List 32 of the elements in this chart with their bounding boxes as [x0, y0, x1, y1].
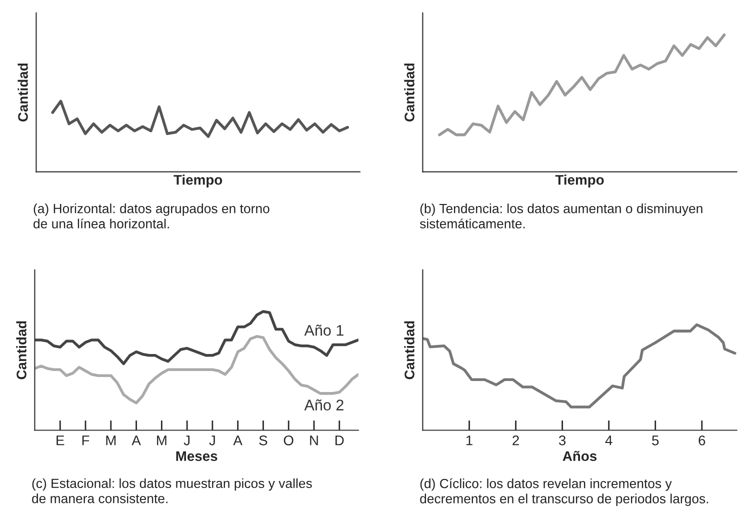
x-tick-label: 1	[466, 436, 472, 446]
x-tick-label: A	[233, 436, 242, 446]
x-tick-label: F	[82, 436, 90, 446]
x-tick-label: 2	[512, 435, 519, 446]
x-tick-label: J	[209, 436, 215, 446]
x-axis-title: Tiempo	[174, 174, 222, 188]
x-tick-label: N	[310, 436, 318, 446]
text: (d) Cíclico: los datos revelan incrementos y decrementos en el transcurso de periodos largos.	[420, 478, 708, 506]
x-tick-label: J	[184, 436, 190, 446]
y-axis-title: Cantidad	[16, 321, 26, 380]
series-label: Año 2	[304, 399, 344, 410]
series-label: Año 1	[304, 324, 344, 336]
x-tick-label: 4	[605, 436, 612, 446]
x-tick-label: O	[284, 435, 294, 446]
x-tick-label: A	[132, 436, 141, 446]
text: (a) Horizontal: datos agrupados en torno de una línea horizontal.	[34, 204, 270, 228]
x-tick-label: 6	[698, 435, 706, 446]
x-axis-title: Años	[562, 450, 597, 462]
x-tick-label: M	[157, 436, 166, 446]
x-tick-label: E	[56, 436, 64, 446]
x-tick-label: 5	[652, 436, 659, 446]
x-tick-label: 3	[558, 435, 566, 446]
y-axis-title: Cantidad	[404, 321, 414, 380]
x-axis-title: Meses	[176, 451, 218, 462]
text: (c) Estacional: los datos muestran picos y valles de manera consistente.	[32, 478, 312, 504]
x-axis-title: Tiempo	[555, 174, 604, 188]
y-axis-title: Cantidad	[404, 64, 414, 122]
text: (b) Tendencia: los datos aumentan o disminuyen sistemáticamente.	[420, 204, 702, 228]
x-tick-label: M	[106, 436, 116, 446]
x-tick-label: D	[336, 436, 344, 446]
x-tick-label: S	[259, 435, 268, 446]
y-axis-title: Cantidad	[18, 64, 28, 122]
